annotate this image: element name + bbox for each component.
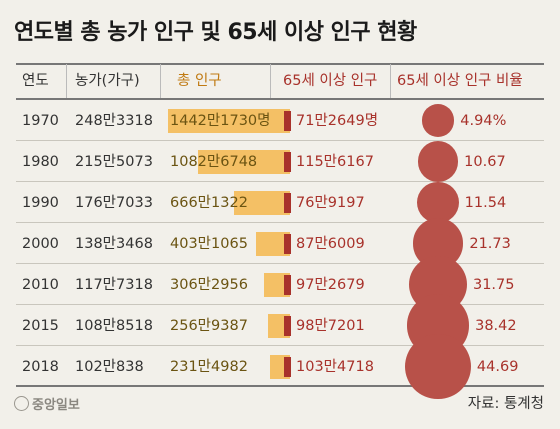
column-divider — [270, 64, 271, 98]
elderly-population-bar — [284, 315, 291, 336]
elderly-population-bar — [284, 356, 291, 377]
farms-cell: 102만838 — [75, 358, 144, 375]
farms-cell: 108만8518 — [75, 317, 153, 334]
year-cell: 2000 — [22, 235, 59, 252]
ratio-cell: 10.67 — [464, 153, 506, 170]
total-cell: 306만2956 — [170, 276, 248, 293]
total-population-bar — [168, 108, 290, 133]
total-cell: 666만1322 — [170, 194, 248, 211]
elderly-population-bar — [284, 233, 291, 254]
year-cell: 1990 — [22, 194, 59, 211]
header-bottom-rule — [16, 98, 544, 100]
old-cell: 71만2649명 — [296, 112, 379, 129]
column-header-ratio: 65세 이상 인구 비율 — [397, 73, 523, 89]
old-cell: 97만2679 — [296, 276, 365, 293]
column-divider — [390, 64, 391, 98]
brand-name: 중앙일보 — [32, 398, 80, 413]
ratio-cell: 4.94% — [460, 112, 507, 129]
old-cell: 98만7201 — [296, 317, 365, 334]
farms-cell: 248만3318 — [75, 112, 153, 129]
ratio-cell: 31.75 — [472, 276, 515, 293]
column-header-old: 65세 이상 인구 — [283, 73, 378, 89]
total-cell: 256만9387 — [170, 317, 248, 334]
farms-cell: 138만3468 — [75, 235, 153, 252]
table-bottom-rule — [16, 385, 544, 387]
brand-circle-icon — [14, 396, 29, 411]
farms-cell: 176만7033 — [75, 194, 153, 211]
year-cell: 1970 — [22, 112, 59, 129]
column-divider — [66, 64, 67, 98]
row-divider — [16, 304, 544, 305]
year-cell: 2010 — [22, 276, 59, 293]
row-divider — [16, 345, 544, 346]
elderly-population-bar — [284, 274, 291, 295]
row-divider — [16, 140, 544, 141]
old-cell: 103만4718 — [296, 358, 374, 375]
source-note: 자료: 통계청 — [467, 396, 544, 412]
old-cell: 76만9197 — [296, 194, 365, 211]
ratio-cell: 21.73 — [469, 235, 511, 252]
old-cell: 87만6009 — [296, 235, 365, 252]
row-divider — [16, 181, 544, 182]
row-divider — [16, 263, 544, 264]
total-cell: 1442만1730명 — [170, 112, 271, 129]
column-header-farms: 농가(가구) — [75, 73, 140, 89]
elderly-ratio-bubble — [417, 141, 459, 182]
elderly-population-bar — [284, 192, 291, 213]
elderly-ratio-bubble — [405, 333, 471, 400]
farms-cell: 117만7318 — [75, 276, 153, 293]
brand-logo: 중앙일보 — [14, 394, 80, 413]
elderly-population-bar — [284, 110, 291, 131]
elderly-ratio-bubble — [421, 104, 455, 137]
year-cell: 1980 — [22, 153, 59, 170]
total-population-bar — [198, 149, 290, 174]
table-top-rule — [16, 63, 544, 65]
old-cell: 115만6167 — [296, 153, 374, 170]
ratio-cell: 44.69 — [476, 358, 519, 375]
column-header-total: 총 인구 — [177, 73, 222, 89]
ratio-cell: 11.54 — [464, 194, 507, 211]
total-cell: 1082만6748 — [170, 153, 258, 170]
column-divider — [160, 64, 161, 98]
farms-cell: 215만5073 — [75, 153, 153, 170]
year-cell: 2018 — [22, 358, 59, 375]
ratio-cell: 38.42 — [475, 317, 517, 334]
total-population-bar — [233, 190, 290, 215]
column-header-year: 연도 — [22, 73, 49, 89]
elderly-ratio-bubble — [417, 181, 459, 224]
row-divider — [16, 222, 544, 223]
chart-title: 연도별 총 농가 인구 및 65세 이상 인구 현황 — [14, 20, 417, 45]
year-cell: 2015 — [22, 317, 59, 334]
elderly-population-bar — [284, 151, 291, 172]
total-cell: 403만1065 — [170, 235, 248, 252]
total-cell: 231만4982 — [170, 358, 248, 375]
